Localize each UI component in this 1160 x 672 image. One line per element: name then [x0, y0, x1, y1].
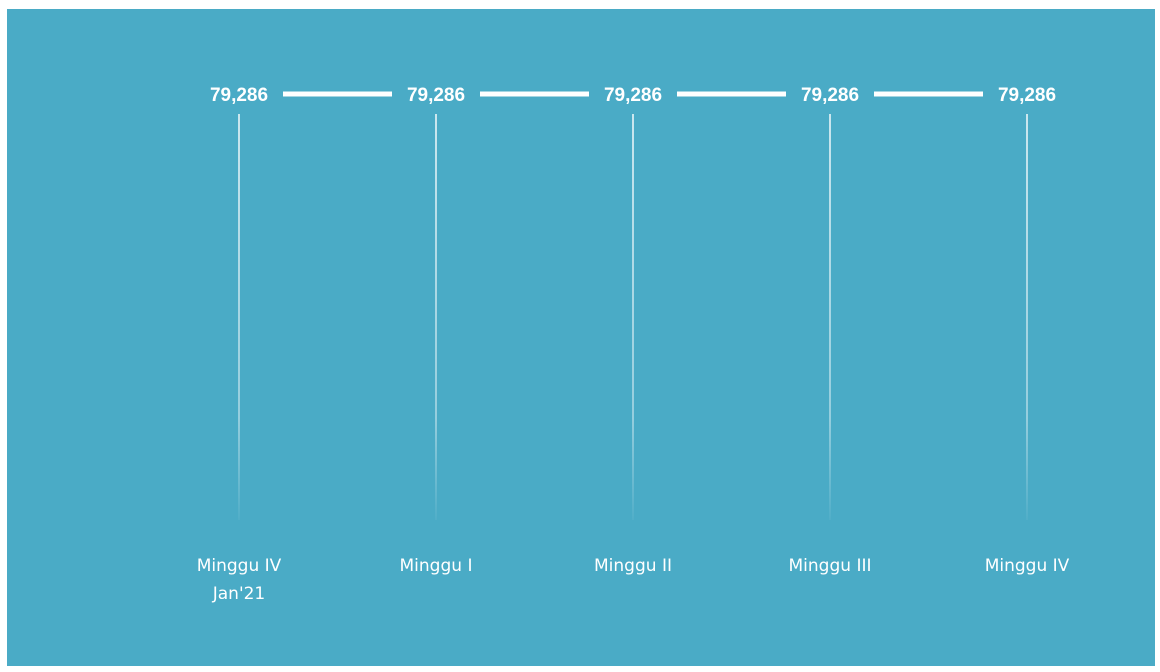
category-label-1-line-2: Jan'21 [212, 584, 266, 604]
drop-line-4 [829, 114, 831, 520]
category-axis-labels: Minggu IV Jan'21 Minggu I Minggu II Minggu I… [197, 556, 1070, 604]
drop-line-2 [435, 114, 437, 520]
drop-lines [238, 114, 1028, 520]
data-label-1: 79,286 [210, 85, 268, 106]
drop-line-3 [632, 114, 634, 520]
category-label-5: Minggu IV [985, 556, 1070, 576]
data-label-4: 79,286 [801, 85, 859, 106]
category-label-1-line-1: Minggu IV [197, 556, 282, 576]
data-label-2: 79,286 [407, 85, 465, 106]
data-labels: 79,286 79,286 79,286 79,286 79,286 [210, 85, 1056, 106]
category-label-2: Minggu I [400, 556, 473, 576]
category-label-4: Minggu III [789, 556, 872, 576]
data-label-3: 79,286 [604, 85, 662, 106]
chart-background [7, 9, 1155, 666]
drop-line-1 [238, 114, 240, 520]
category-label-3: Minggu II [594, 556, 672, 576]
data-label-5: 79,286 [998, 85, 1056, 106]
drop-line-5 [1026, 114, 1028, 520]
